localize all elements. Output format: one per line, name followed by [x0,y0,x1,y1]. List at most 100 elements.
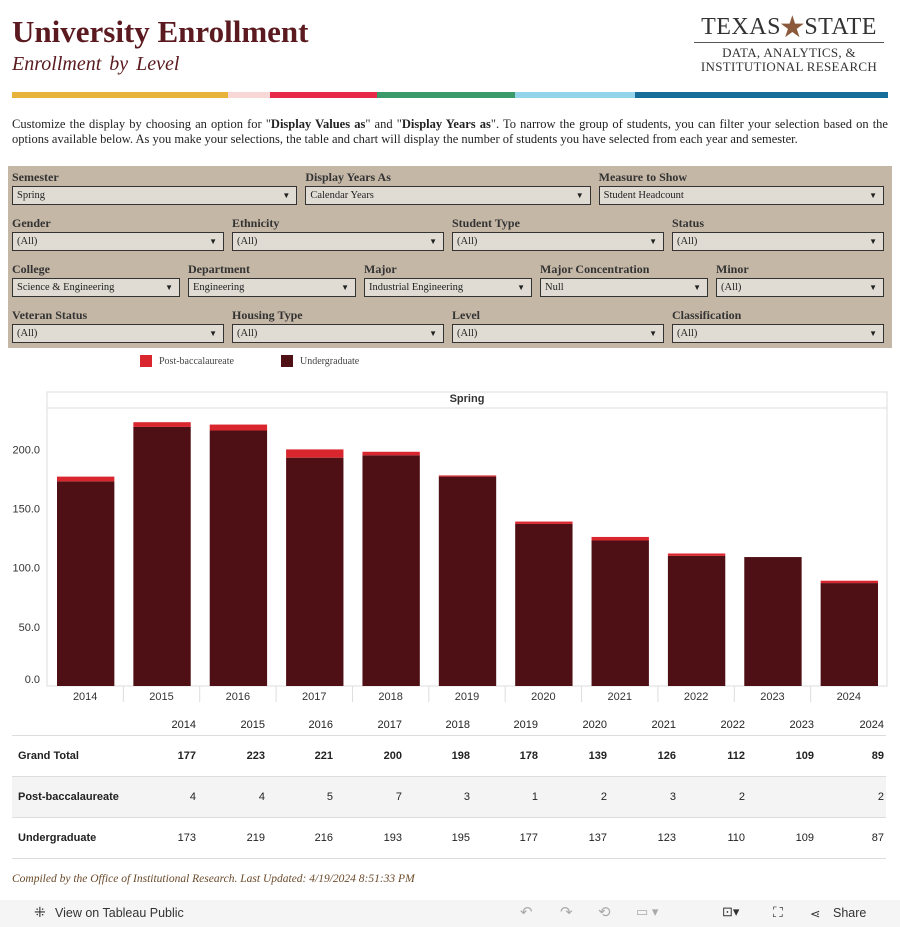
filter-dropdown[interactable]: Engineering ▼ [188,278,356,297]
column-header: 2018 [445,719,470,731]
color-stripe [377,92,515,98]
dropdown-value: (All) [677,236,698,247]
download-icon[interactable]: ⊡▾ [722,904,740,919]
filter-student-type: Student Type (All) ▼ [452,214,664,251]
filter-ethnicity: Ethnicity (All) ▼ [232,214,444,251]
filter-dropdown[interactable]: (All) ▼ [452,232,664,251]
logo-line: DATA, ANALYTICS, & [722,45,856,60]
x-tick-label: 2017 [302,691,326,703]
column-header: 2017 [377,719,402,731]
undo-icon[interactable]: ↶ [520,904,533,921]
dropdown-arrow-icon: ▼ [429,237,437,246]
fullscreen-icon[interactable]: ⛶ [773,904,783,920]
filter-status: Status (All) ▼ [672,214,884,251]
x-tick-label: 2024 [837,691,861,703]
dropdown-value: Science & Engineering [17,282,115,293]
dropdown-value: Calendar Years [310,190,374,201]
filter-minor: Minor (All) ▼ [716,260,884,297]
y-tick-label: 200.0 [12,444,40,456]
dropdown-value: (All) [721,282,742,293]
filter-label: Classification [672,308,742,322]
table-cell: 139 [588,750,607,762]
table-cell: 109 [795,750,814,762]
x-tick-label: 2018 [378,691,402,703]
dropdown-arrow-icon: ▼ [649,329,657,338]
enrollment-bar-chart: Spring 0.0 50.0 100.0 150.0 200.0 2014 2015 2016… [12,391,888,703]
filter-panel: Semester Spring ▼ Display Years As Calendar … [8,166,892,348]
table-cell: 4 [189,791,196,803]
bar-undergraduate-2017 [286,457,344,686]
dropdown-arrow-icon: ▼ [517,283,525,292]
filter-semester: Semester Spring ▼ [12,168,298,205]
share-icon[interactable]: ⋖ [810,907,821,921]
filter-dropdown[interactable]: Calendar Years ▼ [305,186,591,205]
table-cell: 7 [395,791,402,803]
column-header: 2016 [308,719,333,731]
filter-dropdown[interactable]: (All) ▼ [672,232,884,251]
filter-dropdown[interactable]: (All) ▼ [232,232,444,251]
filter-dropdown[interactable]: (All) ▼ [452,324,664,343]
y-tick-label: 0.0 [25,674,40,686]
table-cell: 112 [727,750,745,762]
filter-department: Department Engineering ▼ [188,260,356,297]
row-label: Undergraduate [18,832,97,844]
filter-measure-to-show: Measure to Show Student Headcount ▼ [598,168,884,205]
view-on-tableau-button[interactable]: View on Tableau Public [55,906,184,920]
dropdown-arrow-icon: ▼ [869,191,877,200]
revert-icon[interactable]: ⟲ [598,904,611,921]
filter-display-years-as: Display Years As Calendar Years ▼ [305,168,591,205]
color-stripe [270,92,377,98]
column-header: 2019 [513,719,538,731]
bar-undergraduate-2016 [209,430,268,686]
page-title: University Enrollment [12,14,309,49]
filter-dropdown[interactable]: Student Headcount ▼ [598,186,884,205]
filter-dropdown[interactable]: (All) ▼ [672,324,884,343]
filter-dropdown[interactable]: Spring ▼ [12,186,298,205]
dropdown-arrow-icon: ▼ [693,283,701,292]
page-subtitle: Enrollment by Level [12,53,180,75]
filter-dropdown[interactable]: Industrial Engineering ▼ [364,278,532,297]
row-label: Grand Total [18,750,79,762]
intro-text: Customize the display by choosing an opt… [12,117,888,146]
dropdown-arrow-icon: ▼ [575,191,584,200]
table-cell: 195 [451,832,470,844]
table-cell: 216 [314,832,333,844]
filter-dropdown[interactable]: Null ▼ [540,278,708,297]
filter-dropdown[interactable]: (All) ▼ [12,232,224,251]
dropdown-value: Spring [17,190,46,201]
x-tick-label: 2022 [684,691,708,703]
table-cell: 178 [519,750,538,762]
x-tick-label: 2019 [455,691,479,703]
filter-dropdown[interactable]: (All) ▼ [716,278,884,297]
filter-dropdown[interactable]: (All) ▼ [12,324,224,343]
filter-label: Semester [12,170,59,184]
dropdown-arrow-icon: ▼ [341,283,349,292]
dropdown-arrow-icon: ▼ [649,237,657,246]
redo-icon[interactable]: ↷ [560,904,573,921]
filter-label: Department [188,262,250,276]
table-cell: 177 [519,832,538,844]
dropdown-value: (All) [677,328,698,339]
dropdown-value: Industrial Engineering [369,282,464,293]
filter-label: Display Years As [305,170,391,184]
table-row: Undergraduate 173 219 216 193 195 177 137 123 110… [12,818,886,859]
filter-dropdown[interactable]: (All) ▼ [232,324,444,343]
table-cell: 173 [177,832,196,844]
filter-gender: Gender (All) ▼ [12,214,224,251]
dropdown-value: Student Headcount [603,190,684,201]
bar-post-baccalaureate-2020 [515,521,573,524]
dropdown-arrow-icon: ▼ [869,283,877,292]
y-tick-label: 50.0 [19,622,40,634]
share-button[interactable]: Share [833,906,867,920]
refresh-icon[interactable]: ▭ ▾ [636,904,659,919]
tableau-icon: ⁜ [34,904,46,920]
filter-dropdown[interactable]: Science & Engineering ▼ [12,278,180,297]
bar-undergraduate-2021 [591,540,649,686]
legend-item-undergraduate[interactable]: Undergraduate [281,355,359,367]
column-header: 2022 [720,719,745,731]
texas-state-logo: TEXAS ★ STATE DATA, ANALYTICS, & INSTITUTI… [694,12,884,74]
legend-item-post-baccalaureate[interactable]: Post-baccalaureate [140,355,234,367]
bar-undergraduate-2020 [515,523,573,686]
row-label: Post-baccalaureate [18,791,119,803]
logo-line: INSTITUTIONAL RESEARCH [700,59,878,74]
